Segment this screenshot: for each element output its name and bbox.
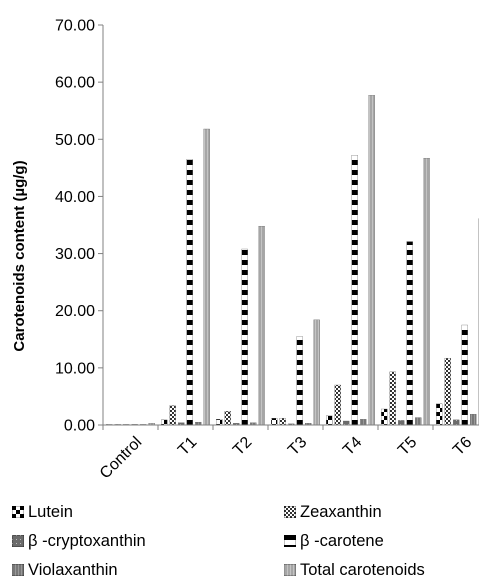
x-tick-label: T2 — [230, 434, 255, 459]
legend-item-lutein: Lutein — [12, 500, 73, 524]
bar-total-t4 — [368, 95, 375, 426]
bar-total-t5 — [423, 157, 430, 426]
legend-item-crypto: β -cryptoxanthin — [12, 529, 146, 553]
y-axis-label: Carotenoids content (µg/g) — [11, 160, 28, 351]
bar-carotene-t5 — [406, 241, 413, 426]
legend-label-lutein: Lutein — [28, 502, 73, 521]
x-tick-label: Control — [97, 434, 145, 482]
y-axis-label-group: Carotenoids content (µg/g) — [11, 160, 28, 351]
legend-swatch-carotene — [284, 535, 296, 547]
legend-item-viola: Violaxanthin — [12, 558, 118, 582]
legend-swatch-viola — [12, 564, 24, 576]
bar-crypto-t5 — [398, 420, 405, 426]
bar-zeaxanthin-t6 — [444, 357, 451, 426]
bar-lutein-t2 — [216, 419, 223, 426]
bar-lutein-t6 — [436, 403, 443, 426]
y-tick-label: 70.00 — [55, 18, 95, 35]
bar-carotene-t4 — [351, 155, 358, 426]
legend-label-viola: Violaxanthin — [28, 560, 118, 579]
bar-total-t2 — [258, 225, 265, 426]
legend-swatch-crypto — [12, 535, 24, 547]
legend-swatch-total — [284, 564, 296, 576]
legend-item-carotene: β -carotene — [284, 529, 384, 553]
bar-total-t1 — [203, 128, 210, 426]
x-tick-label: T5 — [395, 434, 420, 459]
bar-lutein-t5 — [381, 408, 388, 426]
x-tick-label: T1 — [175, 434, 200, 459]
bar-zeaxanthin-t4 — [334, 384, 341, 426]
y-tick-label: 40.00 — [55, 189, 95, 206]
legend-swatch-zeaxanthin — [284, 506, 296, 518]
bar-carotene-t3 — [296, 336, 303, 426]
x-tick-label: T6 — [450, 434, 475, 459]
bar-crypto-t6 — [453, 419, 460, 426]
y-tick-label: 10.00 — [55, 360, 95, 377]
bar-lutein-t4 — [326, 415, 333, 426]
bar-total-t3 — [313, 319, 320, 426]
bar-viola-t5 — [415, 417, 422, 426]
bar-zeaxanthin-t1 — [169, 405, 176, 426]
legend-label-zeaxanthin: Zeaxanthin — [300, 502, 382, 521]
bar-zeaxanthin-t2 — [224, 411, 231, 426]
bar-zeaxanthin-t5 — [389, 371, 396, 426]
bar-viola-t4 — [360, 419, 367, 426]
legend-swatch-lutein — [12, 506, 24, 518]
bar-lutein-t1 — [161, 419, 168, 426]
y-tick-label: 60.00 — [55, 75, 95, 92]
x-tick-label: T4 — [340, 434, 365, 459]
y-tick-label: 50.00 — [55, 132, 95, 149]
chart-svg: Carotenoids content (µg/g) 0.00 10.00 20.0… — [11, 18, 479, 482]
bar-crypto-t4 — [343, 420, 350, 426]
legend-item-zeaxanthin: Zeaxanthin — [284, 500, 382, 524]
legend-label-crypto: β -cryptoxanthin — [28, 531, 146, 550]
legend: Lutein β -cryptoxanthin Violaxanthin Zea… — [0, 500, 479, 588]
x-tick-label: T3 — [285, 434, 310, 459]
y-tick-label: 30.00 — [55, 246, 95, 263]
y-tick-label: 20.00 — [55, 303, 95, 320]
bar-carotene-t6 — [461, 324, 468, 426]
y-tick-label: 0.00 — [64, 418, 95, 435]
bar-carotene-t1 — [186, 159, 193, 426]
bar-carotene-t2 — [241, 248, 248, 426]
legend-item-total: Total carotenoids — [284, 558, 425, 582]
legend-label-carotene: β -carotene — [300, 531, 384, 550]
legend-label-total: Total carotenoids — [300, 560, 425, 579]
bar-viola-t6 — [470, 413, 477, 426]
bar-zeaxanthin-t3 — [279, 417, 286, 426]
bar-lutein-t3 — [271, 417, 278, 426]
